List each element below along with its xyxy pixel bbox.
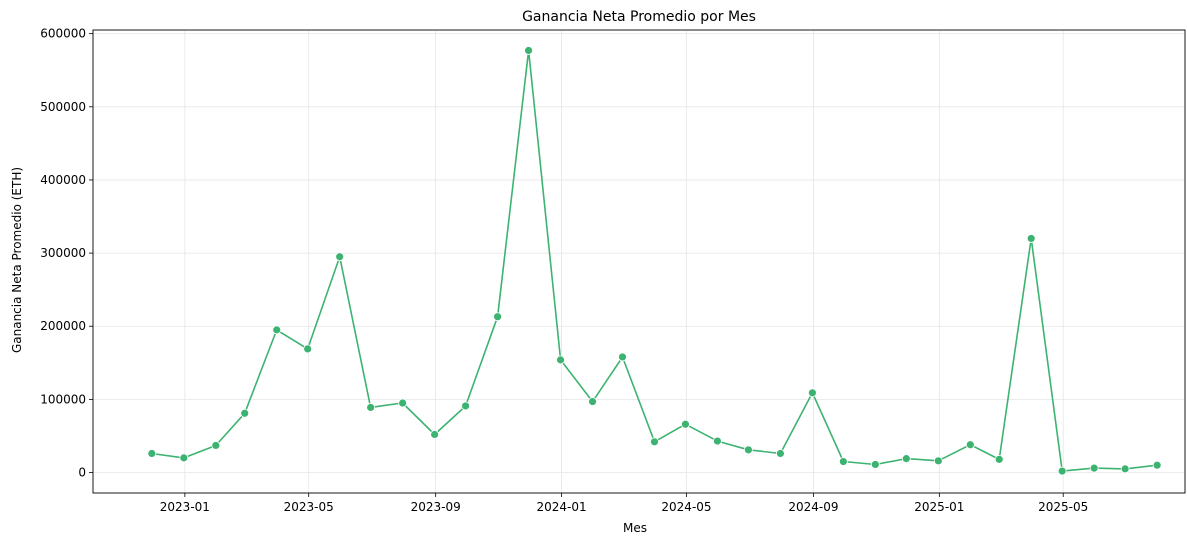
x-tick-label: 2024-09 — [788, 500, 838, 514]
data-point — [650, 437, 659, 447]
data-point — [838, 457, 848, 466]
y-tick-label: 500000 — [40, 100, 86, 114]
data-point — [1089, 463, 1099, 473]
y-tick-label: 0 — [78, 466, 86, 480]
y-tick-label: 600000 — [40, 27, 86, 41]
data-point — [147, 449, 157, 458]
data-point — [807, 388, 817, 398]
data-point — [713, 436, 722, 446]
data-point — [901, 454, 911, 464]
data-point — [303, 344, 313, 354]
x-tick-label: 2024-01 — [537, 500, 587, 514]
y-tick-label: 400000 — [40, 173, 86, 187]
x-tick-label: 2024-05 — [661, 500, 711, 514]
data-point — [556, 355, 565, 365]
data-point — [240, 408, 250, 418]
data-point — [493, 312, 502, 322]
x-tick-label: 2025-05 — [1038, 500, 1088, 514]
data-point — [335, 252, 345, 262]
data-point — [965, 440, 975, 450]
data-point — [870, 460, 880, 469]
plot-frame — [92, 29, 1186, 494]
y-axis-label: Ganancia Neta Promedio (ETH) — [10, 167, 24, 353]
chart-title: Ganancia Neta Promedio por Mes — [522, 9, 756, 25]
y-axis: 0 100000 200000 300000 400000 500000 600000 — [40, 27, 93, 480]
data-point — [1057, 466, 1067, 476]
x-axis-label: Mes — [623, 521, 647, 535]
x-axis: 2023-01 2023-05 2023-09 2024-01 2024-05 2024-… — [160, 493, 1088, 514]
series-layer — [147, 46, 1162, 476]
data-point — [461, 401, 471, 411]
data-point — [588, 397, 597, 406]
gridlines — [93, 30, 1185, 493]
y-tick-label: 100000 — [40, 392, 86, 406]
x-tick-label: 2023-09 — [411, 500, 461, 514]
y-tick-label: 200000 — [40, 319, 86, 333]
series-line — [151, 49, 1158, 472]
data-point — [994, 454, 1004, 464]
data-point — [366, 403, 376, 412]
y-tick-label: 300000 — [40, 246, 86, 260]
data-point — [179, 453, 189, 463]
data-point — [398, 398, 408, 408]
data-point — [681, 419, 690, 429]
data-point — [933, 456, 943, 466]
data-point — [744, 445, 753, 455]
data-point — [776, 449, 785, 458]
x-tick-label: 2023-01 — [160, 500, 210, 514]
data-point — [618, 352, 627, 362]
data-point — [524, 46, 533, 55]
data-point — [1120, 464, 1130, 474]
data-point — [1026, 234, 1036, 243]
data-point — [1152, 460, 1162, 470]
x-tick-label: 2025-01 — [914, 500, 964, 514]
data-point — [272, 325, 282, 335]
x-tick-label: 2023-05 — [284, 500, 334, 514]
data-point — [430, 430, 440, 439]
data-point — [211, 441, 221, 450]
